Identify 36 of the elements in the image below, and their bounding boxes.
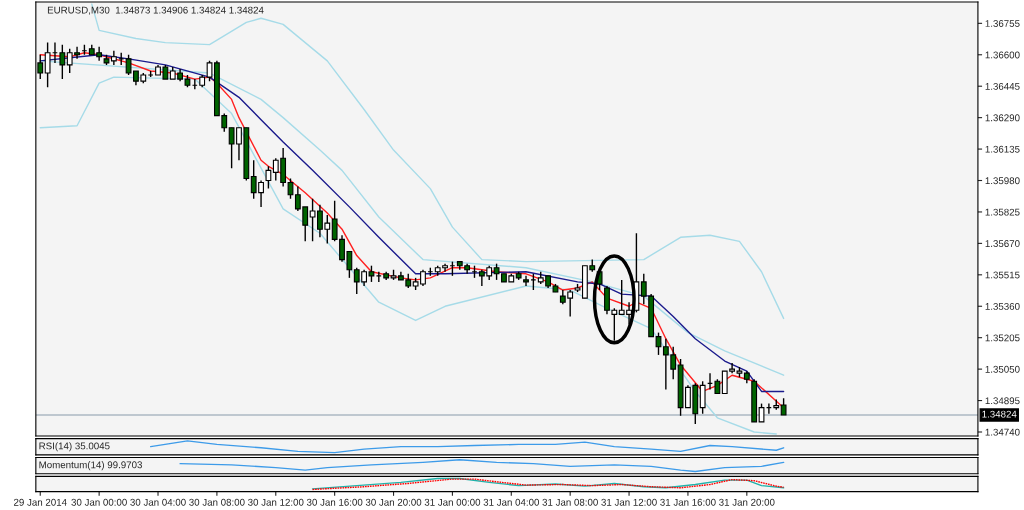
- x-tick-label: 29 Jan 2014: [13, 498, 67, 506]
- y-tick-label: 1.36290: [985, 114, 1020, 122]
- candlestick: [265, 165, 272, 190]
- y-tick-label: 1.36135: [985, 145, 1020, 153]
- candlestick: [44, 41, 51, 88]
- y-tick-label: 1.36755: [985, 20, 1020, 27]
- x-tick-label: 30 Jan 08:00: [189, 498, 245, 506]
- candlestick: [59, 43, 66, 80]
- x-tick-label: 30 Jan 20:00: [365, 498, 422, 506]
- y-tick-label: 1.35825: [985, 208, 1020, 216]
- x-tick-label: 31 Jan 16:00: [660, 498, 716, 506]
- y-tick-label: 1.34740: [985, 428, 1020, 436]
- y-tick-label: 1.35670: [985, 240, 1020, 247]
- y-tick-label: 1.36600: [985, 51, 1020, 59]
- y-tick-label: 1.35205: [985, 334, 1020, 342]
- candlestick: [699, 380, 706, 415]
- x-tick-label: 30 Jan 12:00: [248, 498, 304, 506]
- candlestick: [758, 402, 765, 423]
- y-tick-label: 1.35360: [985, 302, 1020, 310]
- x-tick-label: 31 Jan 04:00: [483, 498, 540, 506]
- y-tick-label: 1.35980: [985, 177, 1020, 185]
- y-tick-label: 1.36445: [985, 82, 1020, 90]
- y-tick-label: 1.34895: [985, 397, 1020, 405]
- x-tick-label: 31 Jan 08:00: [542, 498, 598, 506]
- x-tick-label: 31 Jan 00:00: [424, 498, 481, 506]
- x-tick-label: 31 Jan 20:00: [719, 498, 775, 506]
- chart-title: EURUSD,M30 1.34873 1.34906 1.34824 1.34824: [47, 6, 264, 15]
- x-tick-label: 30 Jan 16:00: [306, 498, 363, 506]
- y-tick-label: 1.35515: [985, 271, 1020, 279]
- x-tick-label: 30 Jan 04:00: [130, 498, 186, 506]
- y-tick-label: 1.35050: [985, 365, 1020, 373]
- x-tick-label: 30 Jan 00:00: [71, 498, 127, 506]
- x-tick-label: 31 Jan 12:00: [601, 498, 657, 506]
- chart-title: Momentum(14) 99.9703: [39, 461, 142, 471]
- chart-title: RSI(14) 35.0045: [39, 442, 110, 452]
- ref-line-label: 1.34824: [982, 410, 1017, 418]
